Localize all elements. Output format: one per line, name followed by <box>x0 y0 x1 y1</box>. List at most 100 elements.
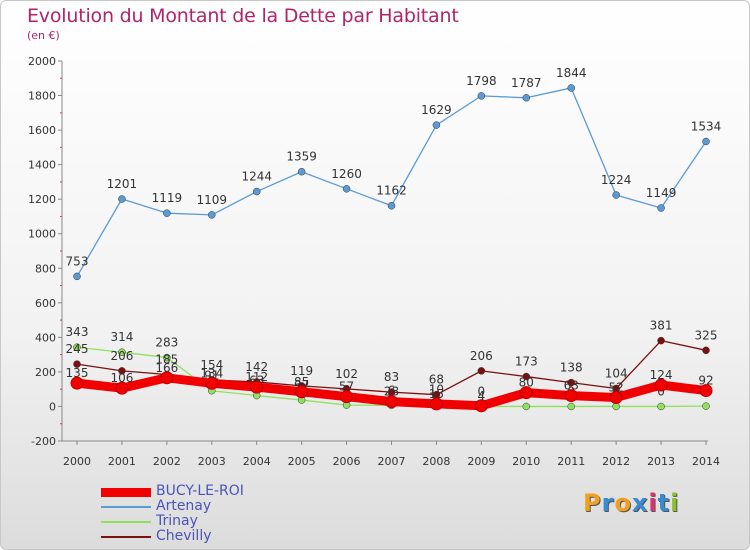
data-label-chevilly: 102 <box>335 367 358 381</box>
data-point-trinay <box>163 353 171 362</box>
data-point-chevilly <box>702 346 710 355</box>
y-tick-label: 200 <box>35 366 56 379</box>
legend-label: Trinay <box>156 513 198 529</box>
series-artenay <box>73 84 710 281</box>
data-point-bucy-le-roi <box>429 397 443 411</box>
y-tick-label: 1400 <box>28 159 56 172</box>
legend-label: BUCY-LE-ROI <box>156 483 244 499</box>
data-point-bucy-le-roi <box>564 389 578 403</box>
data-point-artenay <box>342 185 351 193</box>
data-label-trinay: 0 <box>478 384 486 398</box>
logo-letter: i <box>670 489 680 517</box>
data-point-chevilly <box>522 372 531 381</box>
data-point-trinay <box>567 402 575 411</box>
data-label-bucy-le-roi: 63 <box>564 379 579 393</box>
legend-swatch <box>101 506 151 508</box>
data-label-chevilly: 206 <box>110 349 133 363</box>
data-label-chevilly: 206 <box>470 349 493 363</box>
data-label-bucy-le-roi: 85 <box>294 375 309 389</box>
data-point-bucy-le-roi <box>295 385 309 399</box>
data-label-bucy-le-roi: 15 <box>429 387 444 401</box>
data-label-bucy-le-roi: 92 <box>698 374 713 388</box>
data-label-artenay: 1119 <box>152 191 183 205</box>
x-tick-label: 2014 <box>692 455 720 468</box>
data-label-bucy-le-roi: 28 <box>384 385 399 399</box>
data-point-bucy-le-roi <box>115 381 129 395</box>
data-point-bucy-le-roi <box>519 386 533 400</box>
logo-letter: x <box>631 489 649 517</box>
data-point-bucy-le-roi <box>609 390 623 404</box>
data-label-artenay: 1844 <box>556 66 587 80</box>
series-bucy-le-roi <box>70 371 713 413</box>
data-label-chevilly: 245 <box>66 342 89 356</box>
data-point-artenay <box>208 211 216 219</box>
logo-letter: i <box>648 489 658 517</box>
data-label-chevilly: 83 <box>384 370 399 384</box>
data-label-artenay: 1224 <box>601 173 632 187</box>
y-tick-label: 0 <box>49 400 56 413</box>
data-label-artenay: 1149 <box>646 186 677 200</box>
logo-letter: r <box>601 489 615 517</box>
x-tick-label: 2003 <box>198 455 226 468</box>
logo-letter: o <box>614 489 632 517</box>
x-tick-label: 2005 <box>288 455 316 468</box>
data-point-bucy-le-roi <box>340 390 354 404</box>
data-point-artenay <box>567 84 575 92</box>
data-label-artenay: 1787 <box>511 76 542 90</box>
data-point-artenay <box>118 195 126 203</box>
x-tick-label: 2008 <box>422 455 450 468</box>
x-tick-label: 2013 <box>647 455 675 468</box>
data-label-bucy-le-roi: 134 <box>200 366 223 380</box>
data-label-trinay: 283 <box>155 336 178 350</box>
data-label-artenay: 1260 <box>331 167 362 181</box>
data-label-chevilly: 381 <box>650 319 673 333</box>
data-point-artenay <box>702 137 710 146</box>
data-point-trinay <box>612 402 620 411</box>
x-tick-label: 2000 <box>63 455 91 468</box>
data-point-chevilly <box>657 336 665 345</box>
data-label-bucy-le-roi: 112 <box>245 370 268 384</box>
data-label-bucy-le-roi: 4 <box>478 389 486 403</box>
data-point-artenay <box>297 167 306 176</box>
data-label-chevilly: 119 <box>290 364 313 378</box>
y-tick-label: 2000 <box>28 55 56 68</box>
data-label-artenay: 1109 <box>197 193 228 207</box>
y-tick-label: 400 <box>35 331 56 344</box>
data-label-chevilly: 185 <box>155 353 178 367</box>
legend-swatch <box>101 487 151 497</box>
data-label-bucy-le-roi: 106 <box>110 371 133 385</box>
data-point-chevilly <box>118 367 126 375</box>
data-label-artenay: 1359 <box>286 150 317 164</box>
y-tick-label: 1000 <box>28 228 56 241</box>
data-point-artenay <box>432 121 441 129</box>
data-label-bucy-le-roi: 135 <box>66 366 89 380</box>
data-point-artenay <box>477 92 486 100</box>
data-label-trinay: 343 <box>66 325 89 339</box>
legend-label: Chevilly <box>156 528 212 544</box>
y-tick-label: 800 <box>35 262 56 275</box>
data-point-artenay <box>522 94 531 102</box>
chart-unit: (en €) <box>27 29 60 42</box>
data-point-chevilly <box>73 360 81 368</box>
x-tick-label: 2007 <box>378 455 406 468</box>
proxiti-logo: Proxiti <box>583 489 679 517</box>
data-label-bucy-le-roi: 80 <box>519 376 534 390</box>
logo-letter: P <box>583 489 602 517</box>
data-point-chevilly <box>567 378 575 387</box>
data-point-bucy-le-roi <box>474 399 488 413</box>
data-label-bucy-le-roi: 52 <box>609 380 624 394</box>
data-label-chevilly: 325 <box>695 328 718 342</box>
data-label-artenay: 1201 <box>107 177 138 191</box>
data-point-trinay <box>522 402 531 411</box>
x-tick-label: 2012 <box>602 455 630 468</box>
x-tick-label: 2009 <box>467 455 495 468</box>
logo-letter: t <box>657 489 671 517</box>
data-label-artenay: 1534 <box>691 119 722 133</box>
data-point-bucy-le-roi <box>654 378 668 392</box>
data-point-artenay <box>612 191 620 199</box>
data-label-artenay: 1798 <box>466 74 497 88</box>
data-label-chevilly: 104 <box>605 366 628 380</box>
chart-title: Evolution du Montant de la Dette par Hab… <box>27 5 459 27</box>
